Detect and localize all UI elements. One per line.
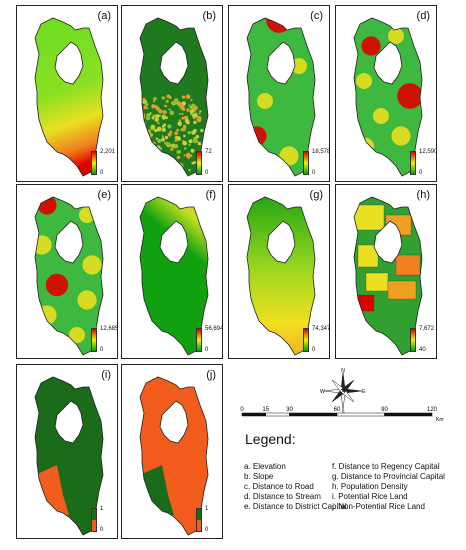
legend-item: f. Distance to Regency Capital	[332, 462, 440, 471]
color-ramp	[410, 328, 416, 352]
legend-item: b. Slope	[244, 472, 273, 481]
panel-label: (g)	[310, 189, 323, 201]
map-panel-b: (b) 72 0	[121, 5, 223, 182]
legend-min-value: 0	[312, 170, 315, 176]
legend-max-value: 12,590	[419, 149, 437, 155]
scale-segment	[242, 413, 266, 416]
legend-min-value: 0	[312, 347, 315, 353]
legend-item: h. Population Density	[332, 482, 408, 491]
panel-label: (b)	[203, 10, 216, 22]
panel-label: (c)	[310, 10, 323, 22]
legend-min-value: 0	[205, 527, 208, 533]
legend-item: i. Potential Rice Land	[332, 492, 408, 501]
legend-item: a. Elevation	[244, 462, 286, 471]
legend-min-value: 0	[205, 170, 208, 176]
legend-max-value: 72	[205, 149, 212, 155]
legend-max-value: 74,347	[312, 326, 330, 332]
color-ramp	[303, 328, 309, 352]
legend-item: d. Distance to Stream	[244, 492, 321, 501]
legend-min-value: 0	[100, 347, 103, 353]
scale-tick-label: 0	[240, 407, 244, 413]
map-panel-i: (i) 1 0	[16, 364, 118, 539]
legend-min-value: 40	[419, 347, 426, 353]
legend-title: Legend:	[245, 431, 296, 447]
scale-segment	[290, 413, 338, 416]
scale-segment	[385, 413, 433, 416]
color-ramp	[91, 328, 97, 352]
map-svg	[17, 365, 117, 538]
legend-max-value: 56,694	[205, 326, 223, 332]
scale-tick-label: 120	[427, 407, 438, 413]
legend-min-value: 0	[100, 527, 103, 533]
legend-max-value: 1	[205, 506, 208, 512]
map-panel-h: (h) 7,672 40	[335, 184, 437, 359]
panel-label: (e)	[98, 189, 111, 201]
scale-bar: 0 15 30 60 90 120 Km	[238, 404, 458, 426]
map-panel-j: (j) 1 0	[121, 364, 223, 539]
color-ramp	[410, 151, 416, 175]
compass-w: W	[320, 389, 325, 395]
panel-label: (a)	[98, 10, 111, 22]
map-svg	[336, 185, 436, 358]
scale-tick-label: 30	[286, 407, 293, 413]
map-panel-f: (f) 56,694 0	[121, 184, 223, 359]
color-ramp	[303, 151, 309, 175]
scale-segment	[337, 413, 385, 416]
color-ramp	[91, 508, 97, 532]
map-svg	[17, 185, 117, 358]
compass-n: N	[341, 368, 345, 374]
scale-tick-label: 60	[334, 407, 341, 413]
color-ramp	[196, 151, 202, 175]
panel-label: (j)	[206, 369, 216, 381]
map-panel-g: (g) 74,347 0	[228, 184, 330, 359]
panel-label: (f)	[206, 189, 216, 201]
legend-max-value: 2,201	[100, 149, 115, 155]
legend-min-value: 0	[205, 347, 208, 353]
map-panel-e: (e) 12,685 0	[16, 184, 118, 359]
scale-tick-label: 90	[381, 407, 388, 413]
legend-max-value: 7,672	[419, 326, 434, 332]
legend-min-value: 0	[419, 170, 422, 176]
legend-max-value: 1	[100, 506, 103, 512]
scale-segment	[266, 413, 290, 416]
legend-min-value: 0	[100, 170, 103, 176]
legend-max-value: 18,578	[312, 149, 330, 155]
color-ramp	[91, 151, 97, 175]
color-ramp	[196, 328, 202, 352]
panel-label: (h)	[417, 189, 430, 201]
map-svg	[229, 185, 329, 358]
legend-item: g. Distance to Provincial Capital	[332, 472, 445, 481]
legend-item: j. Non-Potential Rice Land	[332, 502, 425, 511]
legend-item: c. Distance to Road	[244, 482, 314, 491]
scale-tick-label: 15	[262, 407, 269, 413]
panel-label: (d)	[417, 10, 430, 22]
legend-max-value: 12,685	[100, 326, 118, 332]
map-panel-c: (c) 18,578 0	[228, 5, 330, 182]
map-panel-d: (d) 12,590 0	[335, 5, 437, 182]
map-svg	[122, 365, 222, 538]
panel-label: (i)	[101, 369, 111, 381]
scale-unit: Km	[436, 417, 444, 423]
map-panel-a: (a) 2,201 0	[16, 5, 118, 182]
compass-e: E	[362, 389, 366, 395]
map-svg	[122, 185, 222, 358]
color-ramp	[196, 508, 202, 532]
